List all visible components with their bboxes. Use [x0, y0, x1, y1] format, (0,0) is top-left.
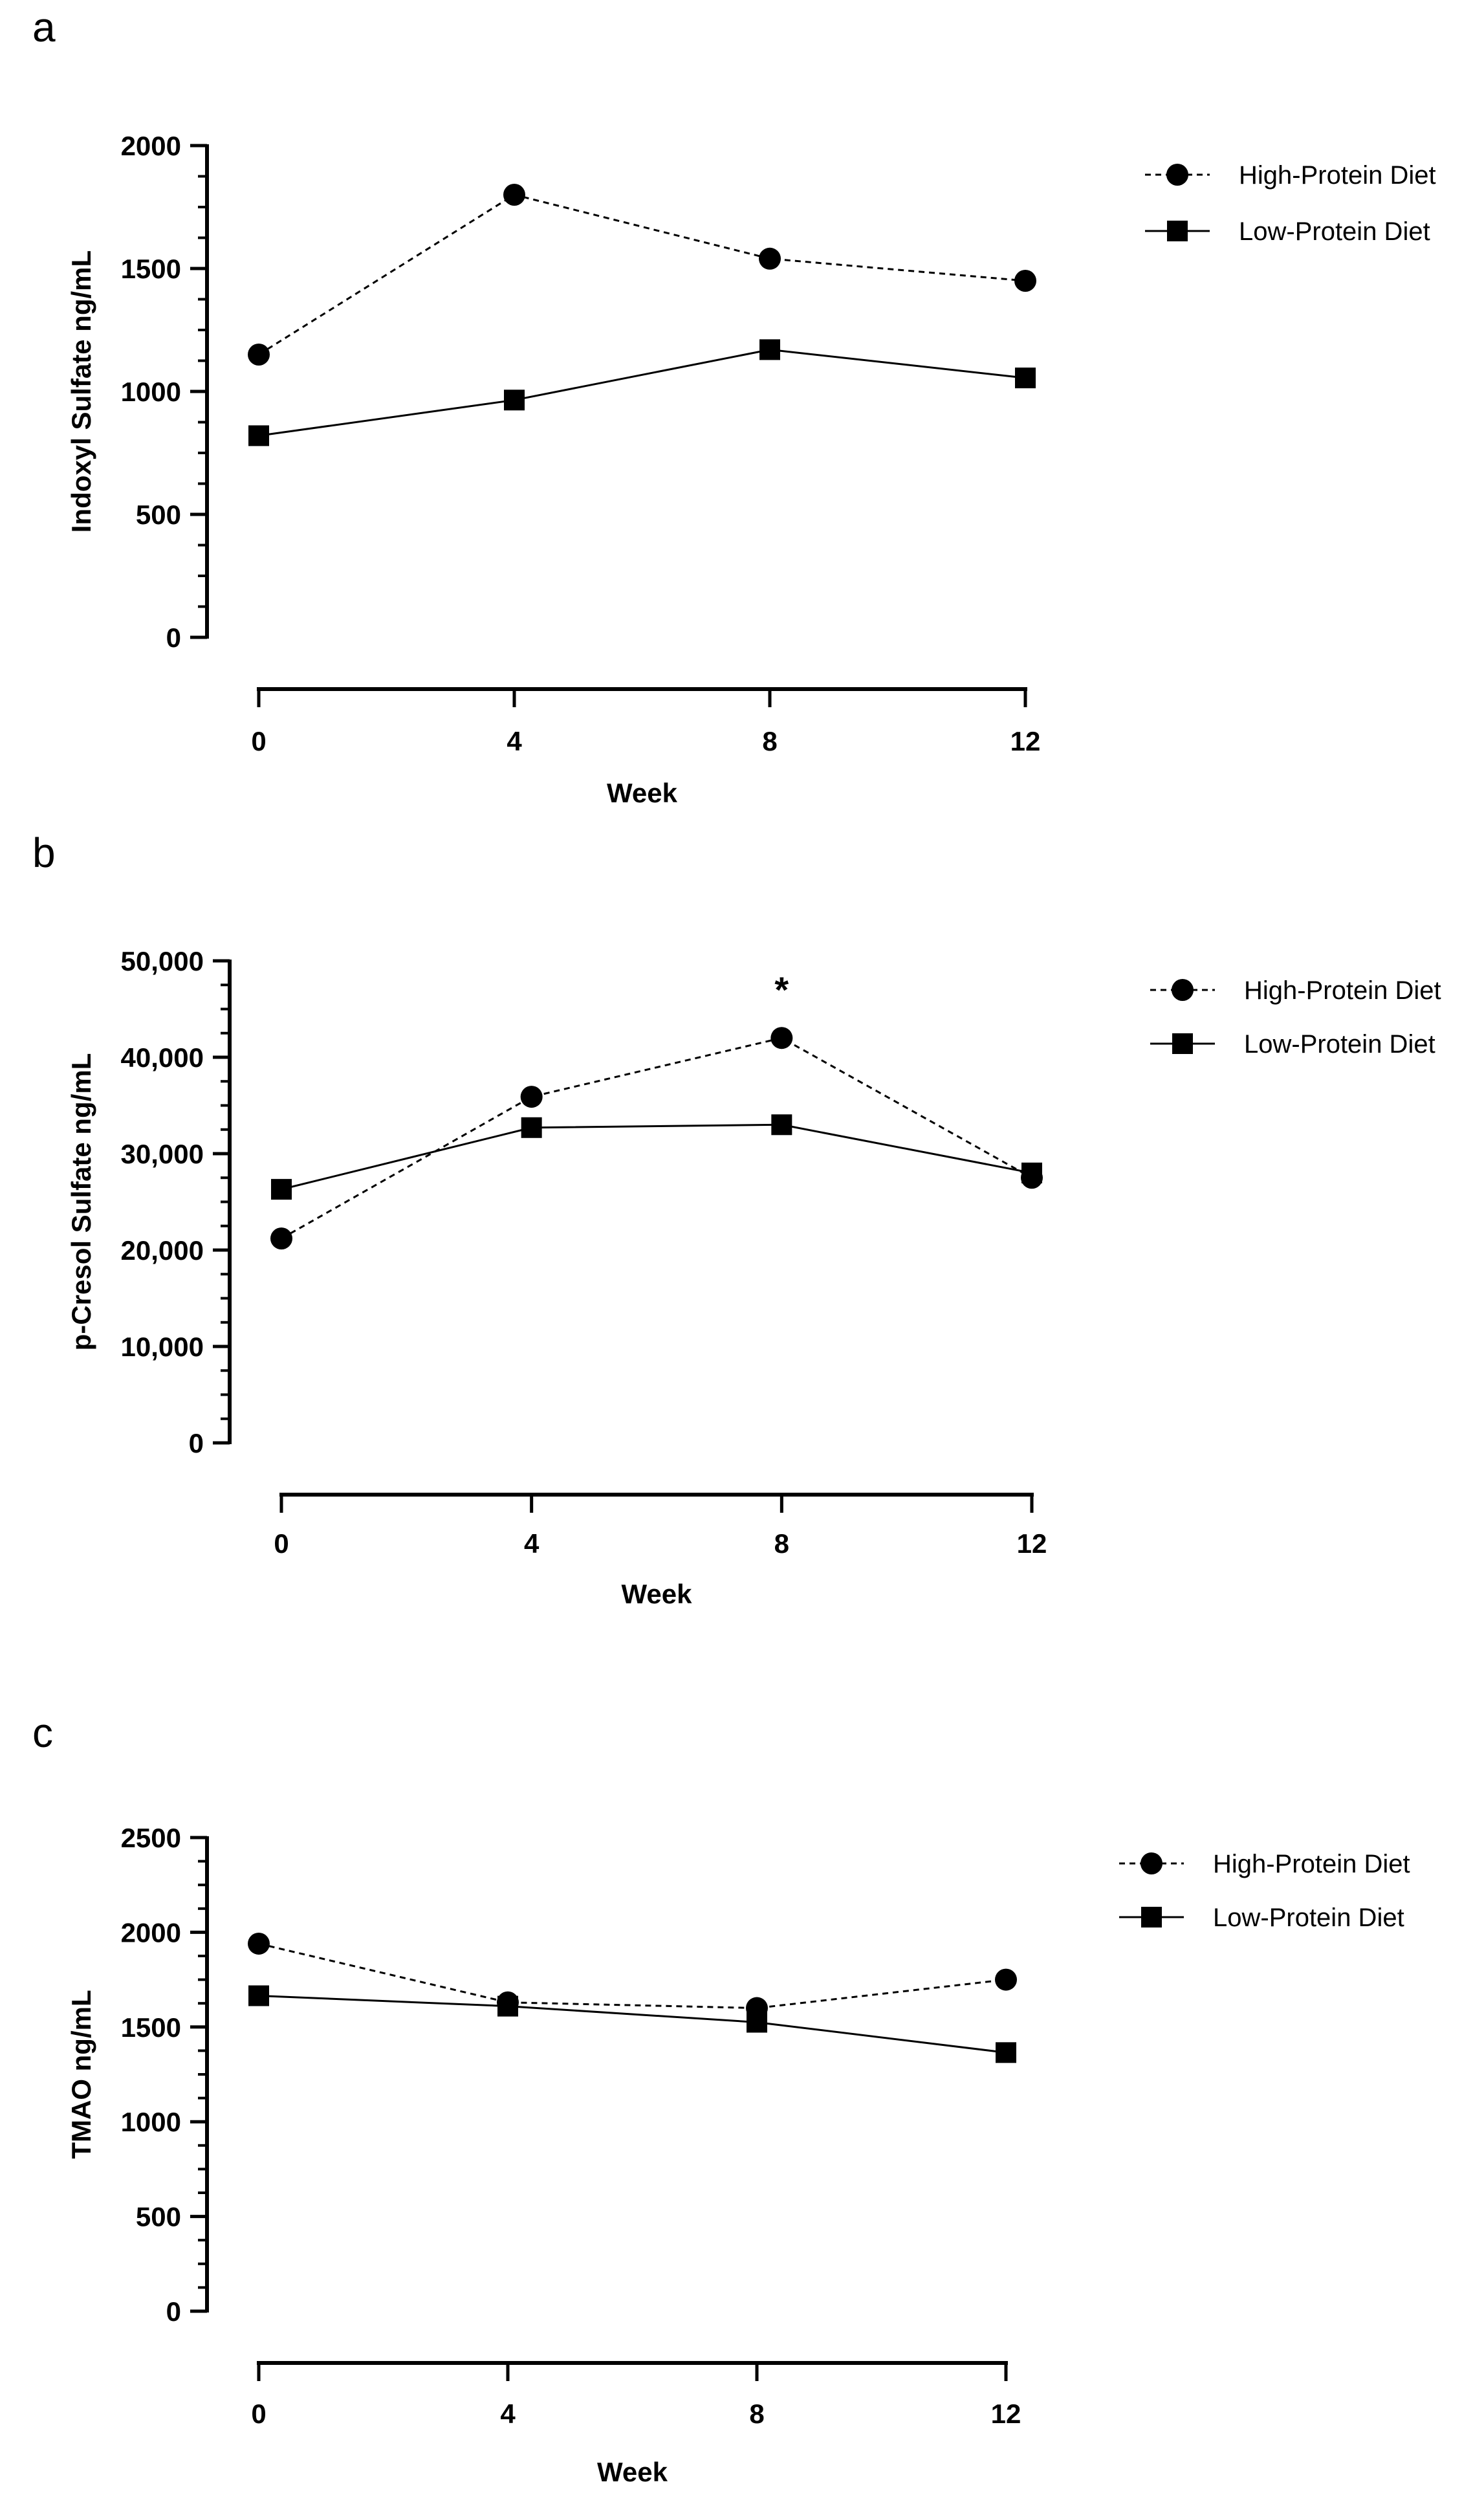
legend-marker-circle	[1140, 1852, 1162, 1874]
high-protein-point	[248, 1932, 270, 1955]
high-protein-point	[770, 1027, 793, 1049]
x-tick-label: 8	[774, 1528, 789, 1559]
y-tick-label: 1500	[121, 2012, 181, 2043]
y-axis-title: Indoxyl Sulfate ng/mL	[66, 250, 96, 533]
y-tick-label: 0	[166, 2296, 181, 2327]
legend-item-low-protein: Low-Protein Diet	[1119, 1904, 1404, 1932]
legend-item-low-protein: Low-Protein Diet	[1145, 217, 1430, 246]
x-tick-label: 4	[507, 726, 522, 756]
high-protein-point	[270, 1227, 292, 1250]
high-protein-point	[503, 184, 525, 206]
x-axis-title: Week	[607, 778, 678, 808]
low-protein-point	[497, 1995, 518, 2017]
high-protein-series-line	[258, 193, 1026, 356]
low-protein-point	[996, 2042, 1016, 2063]
legend-marker-circle	[1172, 979, 1194, 1001]
y-tick-label: 500	[136, 500, 181, 530]
x-tick-label: 8	[762, 726, 777, 756]
low-protein-point	[271, 1179, 292, 1200]
y-tick-label: 1500	[121, 254, 181, 284]
legend-marker-square	[1172, 1033, 1193, 1054]
x-tick-label: 12	[1017, 1528, 1047, 1559]
low-protein-series-line	[258, 348, 1026, 437]
low-protein-point	[759, 339, 780, 360]
legend-label: Low-Protein Diet	[1239, 217, 1430, 246]
legend-label: Low-Protein Diet	[1244, 1030, 1435, 1059]
legend-label: High-Protein Diet	[1239, 161, 1436, 190]
legend-marker-square	[1141, 1907, 1162, 1927]
legend-marker-square	[1167, 221, 1188, 241]
x-tick-label: 4	[524, 1528, 540, 1559]
high-protein-point	[520, 1086, 543, 1108]
x-tick-label: 0	[251, 726, 266, 756]
low-protein-series-line	[258, 1994, 1007, 2054]
y-tick-label: 40,000	[121, 1042, 204, 1073]
low-protein-point	[248, 1985, 269, 2006]
x-tick-label: 0	[274, 1528, 289, 1559]
low-protein-point	[521, 1117, 542, 1138]
chart-panel-b: b 0 10,000 20,000 30,000 40,000 50,000 p-Cresol…	[32, 829, 1441, 1609]
x-axis-title: Week	[622, 1579, 693, 1609]
high-protein-series-line	[258, 1942, 1007, 2010]
x-tick-label: 8	[749, 2399, 764, 2429]
high-protein-series-line	[281, 1037, 1032, 1240]
high-protein-point	[1014, 270, 1036, 292]
y-tick-label: 1000	[121, 377, 181, 407]
low-protein-point	[771, 1114, 792, 1136]
panel-letter: b	[32, 829, 56, 876]
x-axis-title: Week	[597, 2457, 668, 2487]
low-protein-point	[1021, 1162, 1042, 1183]
x-tick-label: 12	[991, 2399, 1021, 2429]
y-tick-label: 30,000	[121, 1139, 204, 1169]
x-tick-label: 12	[1010, 726, 1041, 756]
legend-marker-circle	[1166, 164, 1188, 186]
y-tick-label: 0	[166, 622, 181, 653]
y-tick-label: 1000	[121, 2107, 181, 2137]
y-axis-title: p-Cresol Sulfate ng/mL	[66, 1053, 96, 1351]
low-protein-point	[1015, 368, 1036, 389]
low-protein-point	[747, 2012, 767, 2033]
legend-item-high-protein: High-Protein Diet	[1145, 161, 1436, 190]
y-tick-label: 2000	[121, 131, 181, 161]
high-protein-point	[248, 344, 270, 366]
y-tick-label: 500	[136, 2202, 181, 2232]
x-tick-label: 4	[500, 2399, 516, 2429]
chart-panel-a: a 0 500 1000 1500 2000 Indoxyl Sulfate ng/mL 0 4…	[32, 4, 1436, 808]
y-tick-label: 2000	[121, 1917, 181, 1948]
panel-letter: c	[32, 1709, 53, 1756]
y-tick-label: 2500	[121, 1823, 181, 1853]
legend-item-high-protein: High-Protein Diet	[1119, 1850, 1410, 1878]
y-tick-label: 0	[189, 1428, 204, 1458]
chart-panel-c: c 0 500 1000 1500 2000 2500 TMAO ng/mL 0 4 8 12 Week…	[32, 1709, 1410, 2487]
low-protein-point	[504, 390, 525, 411]
y-tick-label: 50,000	[121, 946, 204, 976]
y-tick-label: 20,000	[121, 1235, 204, 1266]
low-protein-point	[248, 425, 269, 446]
y-axis-title: TMAO ng/mL	[66, 1990, 96, 2158]
legend-item-high-protein: High-Protein Diet	[1150, 976, 1441, 1005]
low-protein-series-line	[281, 1123, 1032, 1191]
legend-label: Low-Protein Diet	[1213, 1904, 1404, 1932]
legend-item-low-protein: Low-Protein Diet	[1150, 1030, 1435, 1059]
x-tick-label: 0	[251, 2399, 266, 2429]
high-protein-point	[995, 1968, 1017, 1991]
y-tick-label: 10,000	[121, 1332, 204, 1362]
significance-annotation: *	[774, 969, 789, 1010]
legend-label: High-Protein Diet	[1244, 976, 1441, 1005]
high-protein-point	[759, 247, 781, 270]
panel-letter: a	[32, 4, 56, 50]
legend-label: High-Protein Diet	[1213, 1850, 1410, 1878]
